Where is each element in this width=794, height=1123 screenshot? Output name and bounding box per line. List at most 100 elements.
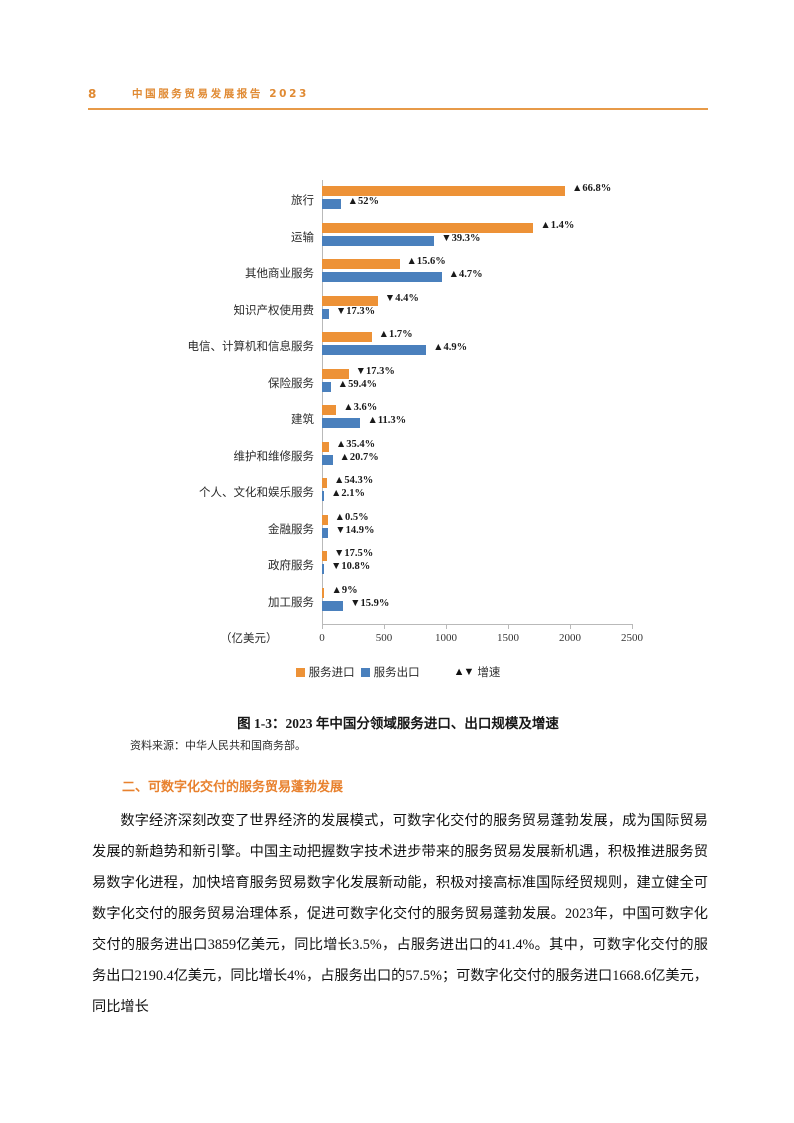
bar-import [322,478,327,488]
bar-import [322,295,378,306]
chart-category-row: 运输 [88,219,322,256]
chart-category-labels: 旅行 运输 其他商业服务 知识产权使用费 电信、计算机和信息服务 保险服务 建筑 维护和维修服… [88,182,322,620]
chart-x-tick-label: 2500 [621,632,643,644]
bar-export [322,564,324,574]
header-divider [88,108,708,110]
legend-label-growth: 增速 [477,667,501,679]
bar-label-import-growth: ▲35.4% [335,438,376,450]
chart-unit-label: （亿美元） [220,633,278,645]
bar-export [322,418,361,428]
chart-category-label: 电信、计算机和信息服务 [187,341,315,354]
chart-value-axis [322,180,323,624]
bar-import [322,222,534,233]
chart-x-tick [632,624,633,629]
bar-export [322,345,427,355]
chart-category-row: 保险服务 [88,365,322,402]
bar-import [322,368,349,379]
chart-category-row: 金融服务 [88,511,322,548]
chart-category-row: 个人、文化和娱乐服务 [88,474,322,511]
chart-category-label: 运输 [291,231,314,244]
bar-label-export-growth: ▲4.9% [433,342,468,353]
bar-import [322,405,337,415]
legend-label-import: 服务进口 [308,667,355,679]
legend-swatch-export-icon [360,667,370,677]
bar-label-import-growth: ▼17.3% [355,365,395,377]
chart-x-tick-label: 0 [319,632,325,644]
bar-label-import-growth: ▼17.5% [333,548,374,559]
figure-chart: 旅行 运输 其他商业服务 知识产权使用费 电信、计算机和信息服务 保险服务 建筑 维护和维修服… [88,172,708,692]
chart-category-row: 维护和维修服务 [88,438,322,475]
bar-import [322,259,400,269]
section-body: 数字经济深刻改变了世界经济的发展模式，可数字化交付的服务贸易蓬勃发展，成为国际贸… [92,806,708,1023]
chart-bar-group: ▲9% ▼15.9% [322,584,708,621]
chart-bar-group: ▼4.4% ▼17.3% [322,292,708,329]
bar-label-export-growth: ▼39.3% [441,232,481,244]
chart-bar-group: ▲15.6% ▲4.7% [322,255,708,292]
chart-bar-group: ▼17.3% ▲59.4% [322,365,708,402]
legend-swatch-import-icon [295,667,305,677]
legend-growth-arrows-icon: ▲▼ [453,666,475,678]
bar-label-export-growth: ▲11.3% [367,415,407,426]
chart-x-tick-label: 1500 [497,632,519,644]
bar-label-export-growth: ▼15.9% [350,597,390,609]
legend-item-growth: ▲▼ 增速 [454,664,501,680]
chart-legend: 服务进口 服务出口 ▲▼ 增速 [88,664,708,680]
bar-label-import-growth: ▲0.5% [334,511,369,523]
chart-x-tick-label: 500 [375,632,393,644]
bar-label-export-growth: ▲2.1% [331,488,366,499]
report-title: 中国服务贸易发展报告 2023 [132,88,309,100]
bar-label-import-growth: ▲54.3% [333,475,374,486]
chart-category-row: 政府服务 [88,547,322,584]
bar-export [322,600,344,611]
chart-bar-group: ▲0.5% ▼14.9% [322,511,708,548]
page-header: 8 中国服务贸易发展报告 2023 [88,86,708,101]
chart-category-label: 知识产权使用费 [233,304,315,317]
legend-item-import: 服务进口 [295,664,355,680]
bar-label-import-growth: ▲1.4% [540,219,575,231]
figure-caption: 图 1-3：2023 年中国分领域服务进口、出口规模及增速 [237,716,559,731]
chart-category-label: 建筑 [291,414,314,427]
chart-x-tick-label: 1000 [435,632,457,644]
chart-x-axis: 0 500 1000 1500 2000 2500 [319,624,643,644]
bar-label-export-growth: ▲20.7% [339,451,379,463]
legend-label-export: 服务出口 [373,667,420,679]
chart-category-row: 加工服务 [88,584,322,621]
chart-category-label: 其他商业服务 [245,268,314,281]
bar-import [322,332,372,342]
bar-label-export-growth: ▲52% [347,196,379,207]
bar-export [322,527,329,538]
page-number: 8 [88,86,97,101]
bar-label-import-growth: ▲3.6% [343,402,378,413]
bar-import [322,186,566,196]
body-paragraph: 数字经济深刻改变了世界经济的发展模式，可数字化交付的服务贸易蓬勃发展，成为国际贸… [92,813,708,1015]
chart-x-tick [446,624,447,629]
chart-x-tick [322,624,323,629]
chart-category-row: 建筑 [88,401,322,438]
bar-export [322,454,333,465]
bar-label-export-growth: ▼14.9% [335,524,375,536]
legend-item-export: 服务出口 [360,664,420,680]
bar-label-export-growth: ▼17.3% [335,305,376,317]
bar-export [322,235,435,246]
chart-bar-group: ▲1.7% ▲4.9% [322,328,708,365]
chart-x-tick-label: 2000 [559,632,581,644]
chart-plot-area: ▲66.8% ▲52% ▲1.4% ▼39.3% ▲15.6% ▲4.7% ▼4.4% ▼17… [322,182,708,620]
bar-label-import-growth: ▼4.4% [384,292,419,304]
chart-x-tick [384,624,385,629]
chart-bar-group: ▲3.6% ▲11.3% [322,401,708,438]
bar-label-export-growth: ▼10.8% [331,561,371,572]
bar-label-import-growth: ▲15.6% [406,256,446,267]
bar-import [322,441,329,452]
chart-bar-group: ▲1.4% ▼39.3% [322,219,708,256]
bar-export [322,199,341,209]
chart-category-label: 政府服务 [268,560,314,573]
bar-label-export-growth: ▲59.4% [337,378,377,390]
bar-export [322,308,329,319]
chart-category-label: 保险服务 [268,377,314,390]
bar-label-import-growth: ▲9% [331,584,358,596]
bar-export [322,491,324,501]
chart-category-label: 金融服务 [268,523,314,536]
bar-label-export-growth: ▲4.7% [448,269,483,280]
chart-x-tick [508,624,509,629]
